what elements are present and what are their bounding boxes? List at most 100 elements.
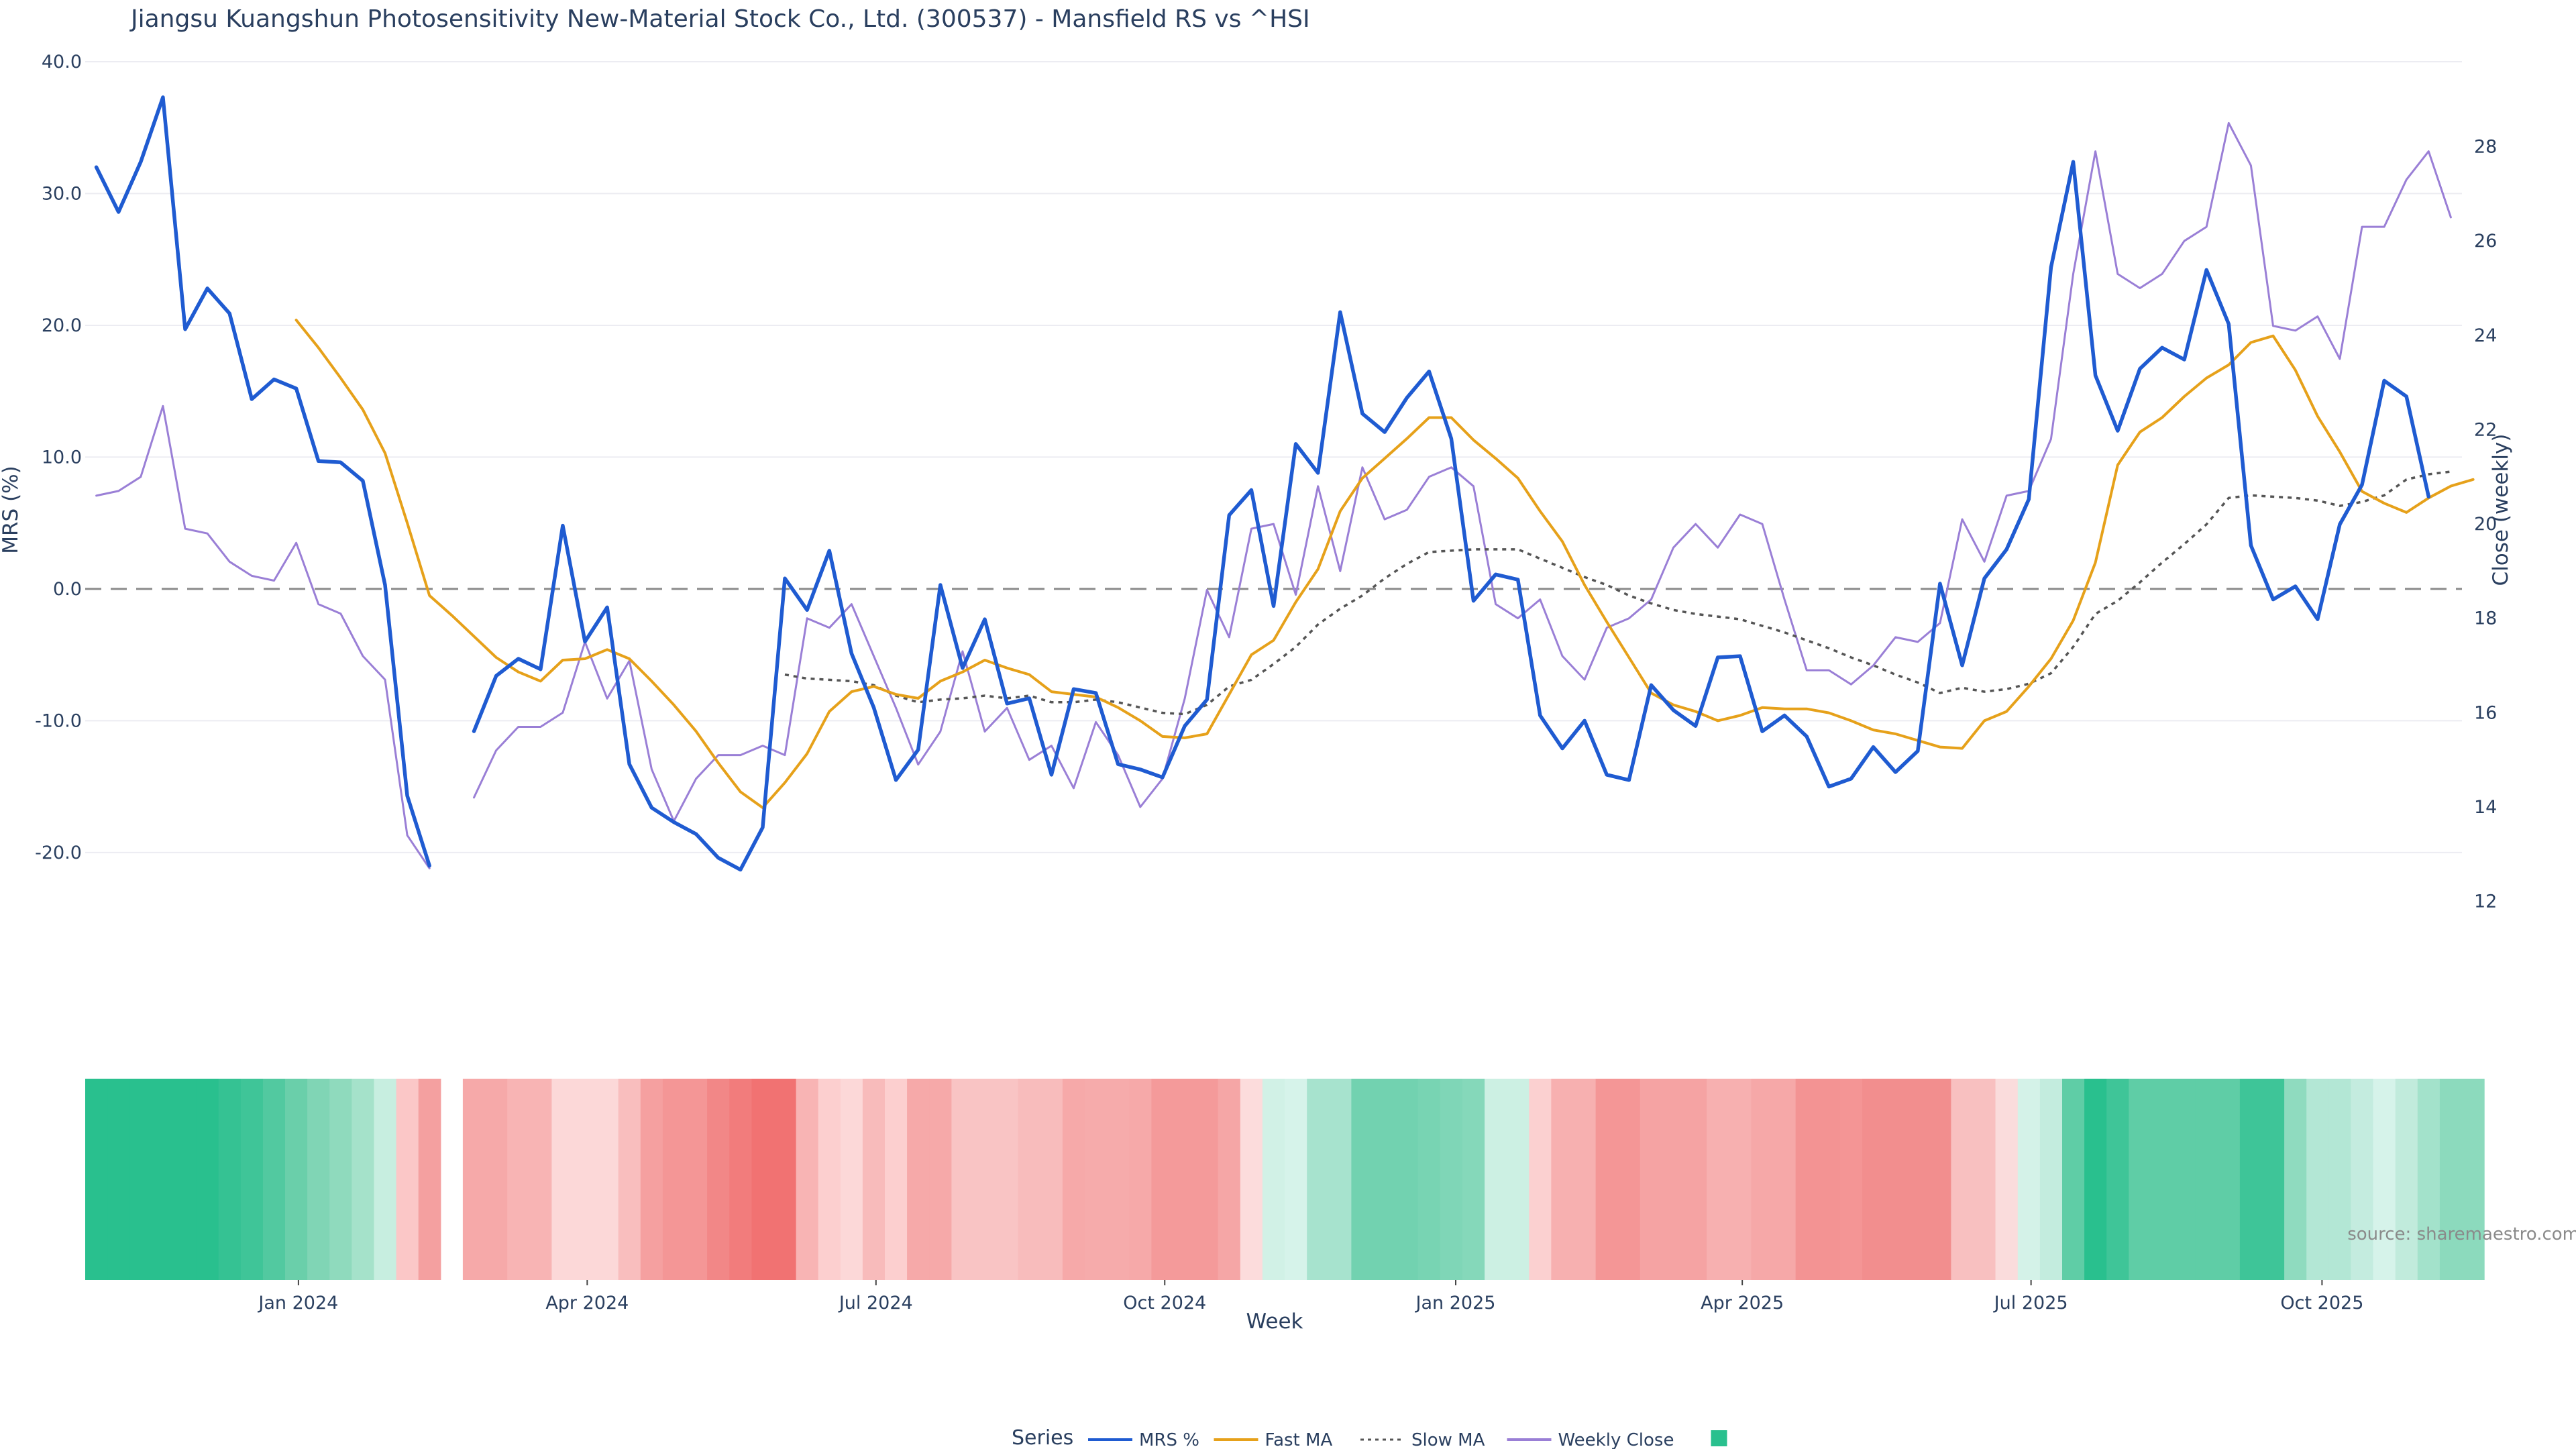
heat-cell (729, 1079, 752, 1280)
heat-cell (2328, 1079, 2351, 1280)
heat-cell (285, 1079, 308, 1280)
heat-cell (796, 1079, 819, 1280)
legend-label: Weekly Close (1558, 1430, 1674, 1449)
heat-cell (196, 1079, 219, 1280)
right-tick-label: 26 (2474, 231, 2497, 252)
heat-cell (2373, 1079, 2396, 1280)
heat-cell (2439, 1079, 2463, 1280)
y-axis-left-label: MRS (%) (0, 466, 23, 553)
heat-cell (751, 1079, 775, 1280)
x-tick-label: Jul 2025 (1993, 1293, 2068, 1313)
series-line-slow-ma (784, 470, 2451, 716)
heat-cell (1907, 1079, 1929, 1280)
right-tick-label: 24 (2474, 325, 2497, 346)
left-y-axis: 40.0 30.0 20.0 10.0 0.0 -10.0 -20.0 (35, 52, 82, 863)
heat-cell (1595, 1079, 1619, 1280)
series-line-mrs (94, 95, 2431, 872)
heat-cell (1107, 1079, 1130, 1280)
heat-cell (1795, 1079, 1819, 1280)
heat-cell (218, 1079, 241, 1280)
heat-cell (2084, 1079, 2107, 1280)
x-axis-label: Week (1246, 1309, 1303, 1334)
heat-cell (529, 1079, 552, 1280)
heat-cell (862, 1079, 885, 1280)
x-tick-label: Oct 2024 (1123, 1293, 1206, 1313)
heat-cell (1862, 1079, 1885, 1280)
heat-cell (240, 1079, 264, 1280)
right-tick-label: 16 (2474, 702, 2497, 723)
heat-cell (1773, 1079, 1796, 1280)
heat-cell (1817, 1079, 1841, 1280)
heat-cell (1507, 1079, 1529, 1280)
heat-cell (1751, 1079, 1774, 1280)
heat-cell (551, 1079, 575, 1280)
legend-label: MRS % (1139, 1430, 1199, 1449)
heat-cell (1395, 1079, 1419, 1280)
heat-cell (1929, 1079, 1951, 1280)
heat-cell (307, 1079, 330, 1280)
heat-cell (1285, 1079, 1307, 1280)
heat-cell (1240, 1079, 1263, 1280)
right-tick-label: 28 (2474, 137, 2497, 158)
heat-cell (929, 1079, 952, 1280)
x-tick-label: Jul 2024 (838, 1293, 913, 1313)
heat-cell (1151, 1079, 1175, 1280)
heat-cell (773, 1079, 797, 1280)
heat-cell (1551, 1079, 1574, 1280)
heat-cell (2195, 1079, 2218, 1280)
heat-cell (1662, 1079, 1685, 1280)
heat-cell (2106, 1079, 2129, 1280)
left-tick-label: 30.0 (42, 183, 82, 204)
heat-cell (1351, 1079, 1375, 1280)
left-tick-label: -10.0 (35, 710, 82, 731)
heat-cell (1529, 1079, 1552, 1280)
heat-cell (485, 1079, 508, 1280)
heat-cell (1640, 1079, 1663, 1280)
heat-cell (1373, 1079, 1397, 1280)
heat-cell (1951, 1079, 1974, 1280)
heat-cell (329, 1079, 352, 1280)
source-note: source: sharemaestro.com (2347, 1224, 2576, 1244)
heat-cell (2306, 1079, 2329, 1280)
heat-cell (596, 1079, 619, 1280)
heat-cell (174, 1079, 197, 1280)
heat-cell (418, 1079, 441, 1280)
heat-cell (1262, 1079, 1285, 1280)
left-tick-label: 10.0 (42, 447, 82, 468)
series-line-weekly-close (95, 121, 2452, 869)
left-tick-label: 20.0 (42, 315, 82, 336)
heat-cell (1329, 1079, 1352, 1280)
legend-item (1711, 1430, 1727, 1446)
heat-cell (1085, 1079, 1108, 1280)
legend-label: Fast MA (1265, 1430, 1333, 1449)
heat-cell (85, 1079, 108, 1280)
right-tick-label: 12 (2474, 892, 2497, 912)
heat-cell (907, 1079, 930, 1280)
heat-cell (1684, 1079, 1707, 1280)
heat-cell (1129, 1079, 1152, 1280)
heat-cell (1707, 1079, 1729, 1280)
heat-cell (2395, 1079, 2418, 1280)
x-tick-label: Apr 2025 (1701, 1293, 1784, 1313)
heat-cell (2351, 1079, 2374, 1280)
left-tick-label: 0.0 (53, 579, 82, 600)
heat-cell (2017, 1079, 2041, 1280)
heat-cell (1018, 1079, 1041, 1280)
left-tick-label: -20.0 (35, 843, 82, 863)
heat-cell (2151, 1079, 2174, 1280)
heat-cell (374, 1079, 397, 1280)
legend: Series MRS % Fast MA Slow MA Weekly Close (1012, 1426, 1727, 1449)
heat-cell (840, 1079, 863, 1280)
gridlines (85, 61, 2462, 853)
x-axis: Jan 2024 Apr 2024 Jul 2024 Oct 2024 Jan 2025… (257, 1280, 2363, 1313)
heat-cell (1617, 1079, 1641, 1280)
mrs-heat-strip (85, 1079, 2485, 1280)
heat-cell (2262, 1079, 2285, 1280)
x-tick-label: Oct 2025 (2280, 1293, 2363, 1313)
heat-cell (1839, 1079, 1863, 1280)
right-tick-label: 14 (2474, 797, 2497, 818)
heat-cell (396, 1079, 419, 1280)
series-layer (94, 95, 2475, 872)
heat-cell (973, 1079, 997, 1280)
